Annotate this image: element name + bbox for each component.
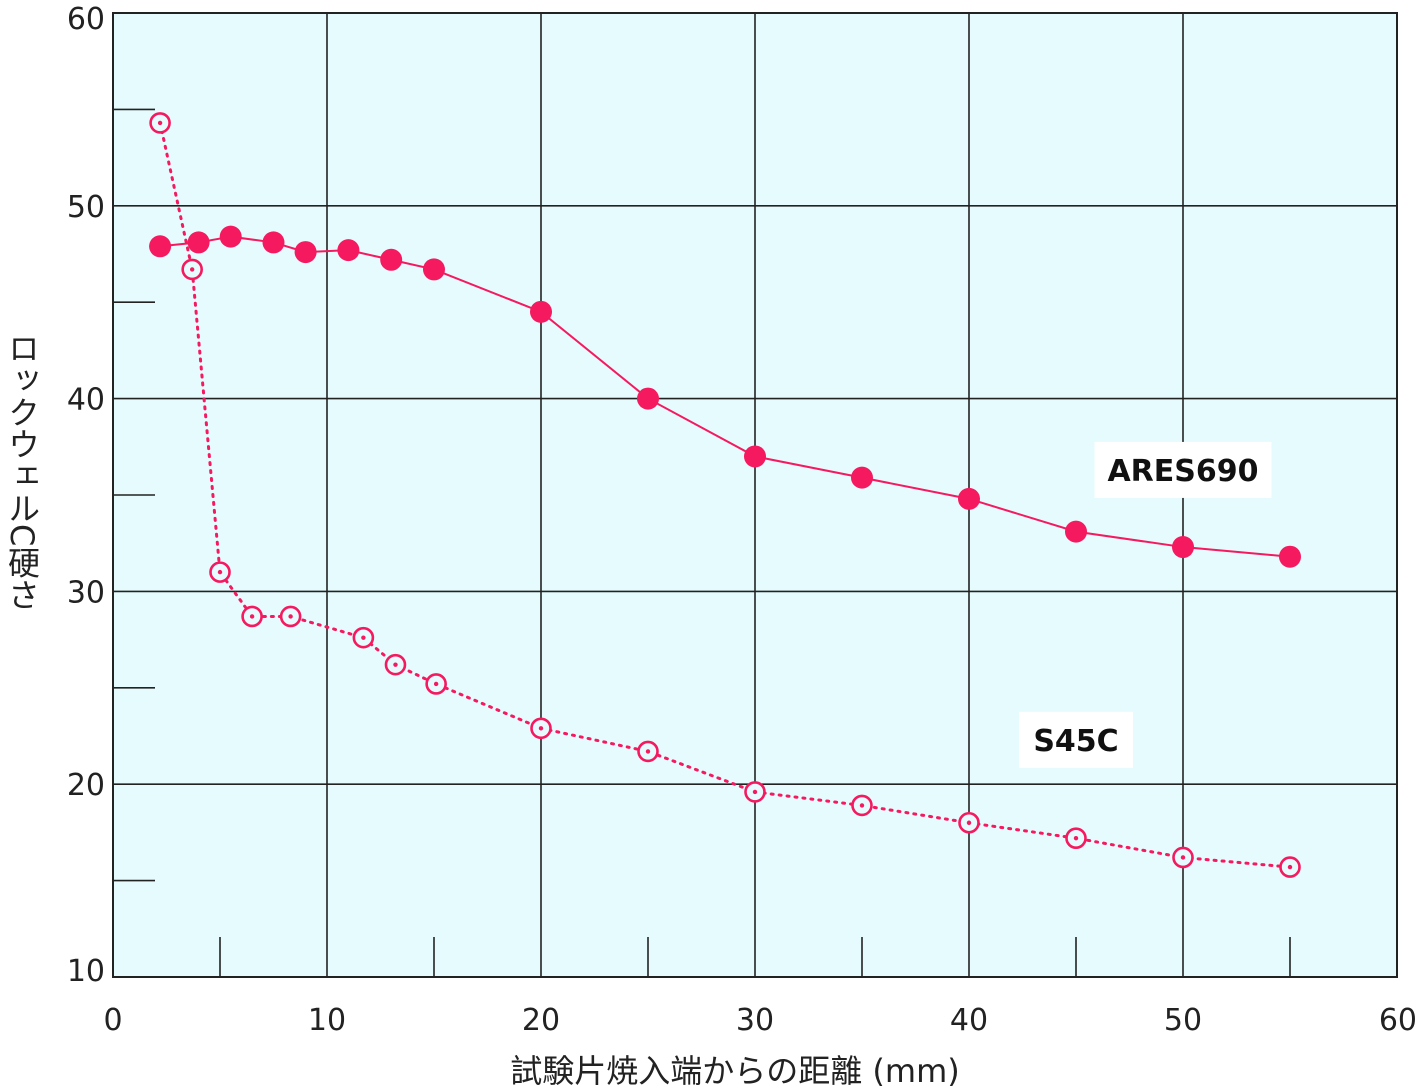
data-point (1279, 545, 1301, 568)
y-tick-label: 30 (67, 575, 105, 610)
data-point (958, 487, 980, 510)
data-point (851, 794, 873, 817)
x-tick-label: 40 (950, 1003, 988, 1038)
point-dot (433, 681, 439, 687)
data-point (851, 466, 873, 489)
point-dot (157, 120, 163, 126)
x-tick-label: 60 (1379, 1003, 1417, 1038)
label-box (1019, 711, 1133, 768)
y-axis-title: ロックウェルC硬さ (3, 332, 41, 610)
series-line (158, 121, 1292, 869)
data-point (637, 740, 659, 763)
plot-frame (112, 12, 1398, 978)
data-point (530, 717, 552, 740)
point-dot (393, 662, 398, 667)
data-point (209, 561, 231, 583)
data-point (425, 673, 447, 695)
point-dot (361, 635, 366, 640)
data-point (744, 781, 766, 803)
data-point (1172, 846, 1194, 869)
data-point (149, 235, 172, 258)
series-layer (149, 112, 1301, 878)
minor-ticks (113, 108, 1291, 977)
label-box (1094, 441, 1272, 498)
point-dot (538, 726, 544, 731)
point-dot (966, 820, 972, 825)
data-point (530, 300, 552, 323)
point-dot (1287, 864, 1293, 870)
y-tick-labels: 10 20 30 40 50 60 (67, 2, 105, 989)
data-point (352, 626, 375, 649)
series-labels: ARES690 S45C (1019, 441, 1272, 768)
data-point (219, 225, 242, 248)
data-point (241, 605, 263, 628)
point-dot (249, 614, 255, 619)
x-tick-labels: 0 10 20 30 40 50 60 (103, 1003, 1417, 1038)
data-point (1279, 856, 1301, 878)
data-point (1172, 536, 1194, 559)
x-tick-label: 30 (736, 1003, 774, 1038)
series-label-ares690: ARES690 (1094, 441, 1272, 498)
data-point (637, 387, 659, 410)
label-text: ARES690 (1107, 454, 1258, 489)
x-tick-label: 10 (308, 1003, 346, 1038)
x-tick-label: 50 (1164, 1003, 1202, 1038)
data-point (958, 811, 980, 834)
point-dot (1073, 835, 1079, 841)
data-point (1065, 520, 1087, 543)
series-label-s45c: S45C (1019, 711, 1133, 768)
point-dot (288, 614, 293, 619)
data-point (384, 653, 407, 676)
data-point (744, 445, 766, 468)
data-point (337, 239, 360, 262)
series-ares690 (149, 225, 1301, 568)
y-tick-label: 50 (67, 190, 105, 225)
point-dot (1180, 855, 1186, 860)
y-tick-label: 60 (67, 2, 105, 37)
y-tick-label: 10 (67, 954, 105, 989)
point-dot (645, 749, 651, 754)
point-dot (189, 267, 195, 272)
y-tick-label: 20 (67, 768, 105, 803)
series-s45c (149, 112, 1301, 878)
data-point (279, 605, 302, 628)
data-point (380, 248, 403, 271)
data-point (187, 231, 210, 254)
data-point (262, 231, 285, 254)
x-tick-label: 20 (522, 1003, 560, 1038)
data-point (149, 112, 171, 134)
x-tick-label: 0 (103, 1003, 122, 1038)
data-point (423, 258, 445, 281)
point-dot (859, 803, 865, 808)
y-tick-label: 40 (67, 383, 105, 418)
data-point (1065, 827, 1087, 849)
label-text: S45C (1033, 724, 1118, 759)
x-axis-title: 試験片焼入端からの距離 (mm) (510, 1052, 960, 1090)
data-point (181, 258, 203, 281)
point-dot (217, 569, 223, 575)
point-dot (752, 789, 758, 795)
series-line (159, 235, 1291, 558)
data-point (294, 241, 317, 264)
